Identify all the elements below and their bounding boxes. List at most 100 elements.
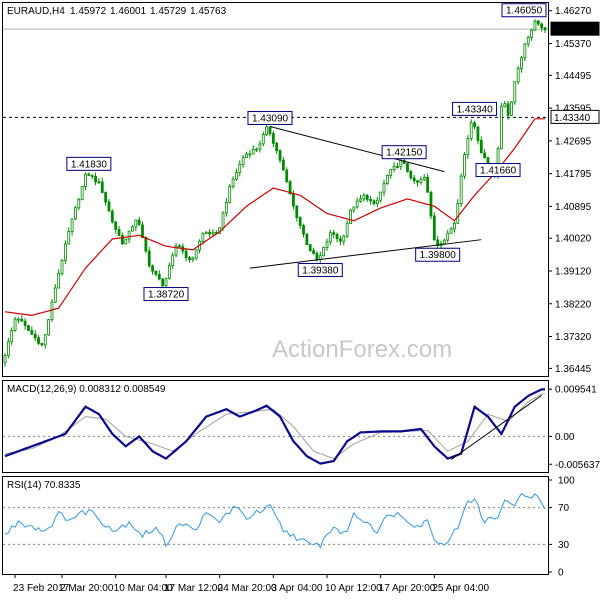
price-label: 1.43090 xyxy=(252,113,289,124)
candle-body xyxy=(412,177,416,182)
candle-body xyxy=(523,43,527,59)
candle-body xyxy=(342,235,346,242)
candle-body xyxy=(526,37,530,45)
rsi-line xyxy=(4,492,546,549)
candle-body xyxy=(245,153,248,159)
candle-body xyxy=(167,265,171,279)
candle-body xyxy=(422,177,426,180)
price-label: 1.39380 xyxy=(302,266,339,277)
candle-body xyxy=(251,149,255,155)
price-label-box xyxy=(247,110,293,125)
moving-average-line xyxy=(4,118,545,317)
candle-body xyxy=(23,320,27,326)
candle-body xyxy=(74,207,77,220)
candle-body xyxy=(271,133,275,144)
candle-body xyxy=(104,192,108,203)
candle-body xyxy=(27,325,30,331)
rsi-tick-label: 100 xyxy=(558,476,575,487)
candle-body xyxy=(134,219,138,228)
x-tick-label: 10 Mar 04:00 xyxy=(114,583,173,594)
last-price-tag-box xyxy=(550,21,600,36)
candle-body xyxy=(302,225,305,235)
candle-body xyxy=(57,272,61,289)
x-tick-label: 2 Mar 20:00 xyxy=(60,583,114,594)
candle-body xyxy=(164,277,168,287)
rsi-tick-label: 0 xyxy=(558,568,564,579)
candle-body xyxy=(248,153,252,156)
candle-body xyxy=(194,249,198,259)
price-trendline xyxy=(269,125,445,173)
price-tick-label: 1.39120 xyxy=(555,266,592,277)
price-layer: 1.41830 1.38720 1.43090 1.39380 1.42150 1.398… xyxy=(3,3,548,367)
candle-body xyxy=(184,250,188,259)
price-tick-label: 1.43595 xyxy=(555,104,592,115)
candle-body xyxy=(261,134,265,145)
candle-body xyxy=(513,81,517,103)
candle-body xyxy=(352,206,356,211)
candle-body xyxy=(332,232,336,235)
candle-body xyxy=(510,101,513,116)
candle-body xyxy=(446,232,450,241)
candle-body xyxy=(382,183,386,193)
price-tick-label: 1.44495 xyxy=(555,71,592,82)
price-tick-label: 1.40895 xyxy=(555,202,592,213)
candle-body xyxy=(151,265,154,272)
candle-body xyxy=(466,138,470,156)
price-tick-label: 1.41795 xyxy=(555,169,592,180)
candle-body xyxy=(456,203,460,224)
candle-body xyxy=(543,27,547,31)
price-label-box xyxy=(297,263,343,278)
candle-body xyxy=(20,318,24,322)
x-tick-label: 24 Mar 20:00 xyxy=(218,583,277,594)
candle-body xyxy=(288,181,292,195)
candle-body xyxy=(359,198,362,202)
candle-body xyxy=(483,152,487,159)
candle-body xyxy=(235,171,238,180)
candle-body xyxy=(419,178,423,183)
candle-body xyxy=(60,259,64,274)
candle-body xyxy=(533,20,537,31)
candle-body xyxy=(120,235,124,245)
price-label: 1.39800 xyxy=(420,250,457,261)
price-panel-frame xyxy=(2,2,549,377)
candle-body xyxy=(416,180,419,183)
candle-body xyxy=(30,330,34,335)
candle-body xyxy=(399,160,403,167)
x-tick-label: 10 Apr 12:00 xyxy=(325,583,382,594)
price-label: 1.38720 xyxy=(148,290,185,301)
candle-body xyxy=(396,166,399,168)
candle-body xyxy=(389,169,393,176)
candle-body xyxy=(117,229,121,236)
candle-body xyxy=(90,175,94,177)
candle-body xyxy=(499,106,503,150)
price-trendline xyxy=(249,239,482,269)
candle-body xyxy=(426,177,430,193)
rsi-panel-frame xyxy=(2,476,549,575)
macd-signal-line xyxy=(4,393,545,460)
candle-body xyxy=(161,278,165,287)
candle-body xyxy=(97,181,101,184)
candle-body xyxy=(305,233,309,246)
candle-body xyxy=(224,202,228,214)
candle-body xyxy=(442,239,446,245)
candle-body xyxy=(43,334,47,346)
candle-body xyxy=(255,148,258,151)
candle-body xyxy=(335,233,339,240)
price-tick-label: 1.45370 xyxy=(555,39,592,50)
candle-body xyxy=(178,245,181,248)
last-price-tag: 1.45763 xyxy=(554,25,591,36)
candle-body xyxy=(432,215,436,241)
candle-body xyxy=(228,186,232,203)
candle-body xyxy=(308,244,312,252)
candle-body xyxy=(265,126,269,136)
candle-body xyxy=(469,122,473,139)
candle-body xyxy=(67,230,71,245)
candle-body xyxy=(84,173,87,187)
candle-body xyxy=(131,226,134,232)
hline-price-tag: 1.43340 xyxy=(554,113,591,124)
candle-body xyxy=(375,199,379,204)
candle-body xyxy=(516,68,520,83)
macd-header: MACD(12,26,9) 0.008312 0.008549 xyxy=(7,384,166,395)
macd-tick-label: -0.005637 xyxy=(555,460,600,471)
candle-body xyxy=(191,257,195,261)
